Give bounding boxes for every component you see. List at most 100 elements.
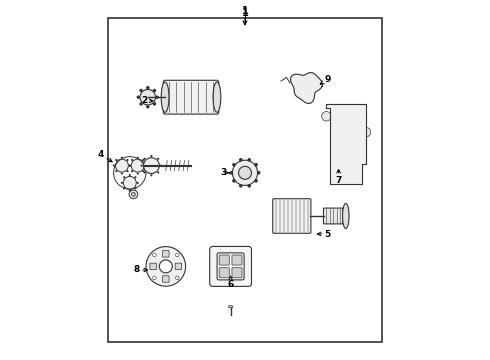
- Circle shape: [137, 172, 139, 175]
- Circle shape: [139, 102, 143, 105]
- Circle shape: [232, 179, 236, 183]
- FancyBboxPatch shape: [150, 263, 156, 270]
- Text: 8: 8: [134, 266, 147, 275]
- Ellipse shape: [161, 82, 169, 112]
- Circle shape: [129, 190, 138, 199]
- Circle shape: [157, 171, 159, 174]
- Circle shape: [254, 163, 258, 167]
- Circle shape: [134, 176, 137, 178]
- Circle shape: [123, 188, 125, 190]
- Circle shape: [239, 158, 243, 162]
- Text: 2: 2: [141, 96, 153, 105]
- Ellipse shape: [228, 306, 233, 308]
- Circle shape: [123, 176, 125, 178]
- Circle shape: [129, 165, 131, 167]
- Circle shape: [157, 158, 159, 160]
- FancyBboxPatch shape: [323, 208, 343, 224]
- Text: 3: 3: [220, 168, 229, 177]
- FancyBboxPatch shape: [273, 199, 311, 233]
- Circle shape: [115, 170, 118, 172]
- Circle shape: [146, 105, 149, 108]
- Circle shape: [335, 133, 357, 155]
- Circle shape: [229, 171, 233, 175]
- FancyBboxPatch shape: [163, 276, 169, 282]
- Bar: [108, 18, 382, 342]
- Circle shape: [126, 159, 128, 161]
- Circle shape: [121, 182, 123, 184]
- Text: 5: 5: [317, 230, 331, 239]
- FancyBboxPatch shape: [232, 255, 242, 265]
- Text: 1: 1: [242, 6, 248, 25]
- FancyBboxPatch shape: [163, 80, 219, 114]
- FancyBboxPatch shape: [163, 251, 169, 257]
- Circle shape: [254, 179, 258, 183]
- Circle shape: [257, 171, 261, 175]
- Circle shape: [131, 159, 133, 161]
- Circle shape: [247, 158, 251, 162]
- FancyBboxPatch shape: [219, 268, 229, 278]
- Polygon shape: [291, 73, 322, 104]
- Circle shape: [142, 159, 145, 161]
- Circle shape: [134, 188, 137, 190]
- Circle shape: [141, 165, 143, 167]
- Circle shape: [142, 170, 145, 172]
- Circle shape: [152, 276, 156, 280]
- Circle shape: [132, 193, 135, 196]
- Circle shape: [232, 160, 258, 185]
- Text: 9: 9: [320, 75, 331, 84]
- Circle shape: [175, 276, 179, 280]
- Circle shape: [153, 102, 156, 105]
- Circle shape: [113, 165, 115, 167]
- Circle shape: [131, 159, 144, 172]
- Circle shape: [121, 172, 123, 175]
- FancyBboxPatch shape: [210, 247, 251, 287]
- Circle shape: [341, 139, 352, 149]
- FancyBboxPatch shape: [232, 268, 242, 278]
- Circle shape: [160, 165, 162, 167]
- Circle shape: [361, 127, 371, 137]
- Circle shape: [321, 112, 331, 121]
- Circle shape: [156, 95, 159, 99]
- Circle shape: [150, 174, 152, 176]
- Circle shape: [129, 190, 131, 192]
- Circle shape: [152, 253, 156, 257]
- Circle shape: [137, 95, 140, 99]
- Circle shape: [247, 184, 251, 188]
- Ellipse shape: [343, 203, 349, 229]
- Circle shape: [153, 89, 156, 92]
- Circle shape: [239, 184, 243, 188]
- Circle shape: [129, 165, 131, 167]
- Circle shape: [146, 86, 149, 89]
- Circle shape: [232, 163, 236, 167]
- FancyBboxPatch shape: [219, 255, 229, 265]
- Text: 7: 7: [336, 170, 342, 185]
- Circle shape: [144, 171, 146, 174]
- Circle shape: [150, 155, 152, 157]
- Text: 1: 1: [242, 8, 248, 18]
- Circle shape: [146, 247, 186, 286]
- Ellipse shape: [213, 82, 221, 112]
- Circle shape: [144, 158, 146, 160]
- Circle shape: [144, 158, 159, 174]
- FancyBboxPatch shape: [175, 263, 182, 270]
- Circle shape: [131, 170, 133, 172]
- Circle shape: [126, 170, 128, 172]
- FancyBboxPatch shape: [217, 253, 244, 280]
- Circle shape: [116, 159, 128, 172]
- Circle shape: [121, 157, 123, 159]
- Circle shape: [239, 166, 251, 179]
- Circle shape: [137, 182, 139, 184]
- Circle shape: [300, 80, 313, 93]
- Circle shape: [137, 157, 139, 159]
- Polygon shape: [326, 104, 366, 184]
- Text: 6: 6: [227, 276, 234, 289]
- Circle shape: [140, 89, 156, 105]
- Circle shape: [159, 260, 172, 273]
- Circle shape: [123, 176, 136, 189]
- Circle shape: [115, 159, 118, 161]
- Circle shape: [139, 89, 143, 92]
- Circle shape: [129, 174, 131, 176]
- Circle shape: [145, 165, 147, 167]
- Text: 4: 4: [98, 150, 112, 162]
- Circle shape: [175, 253, 179, 257]
